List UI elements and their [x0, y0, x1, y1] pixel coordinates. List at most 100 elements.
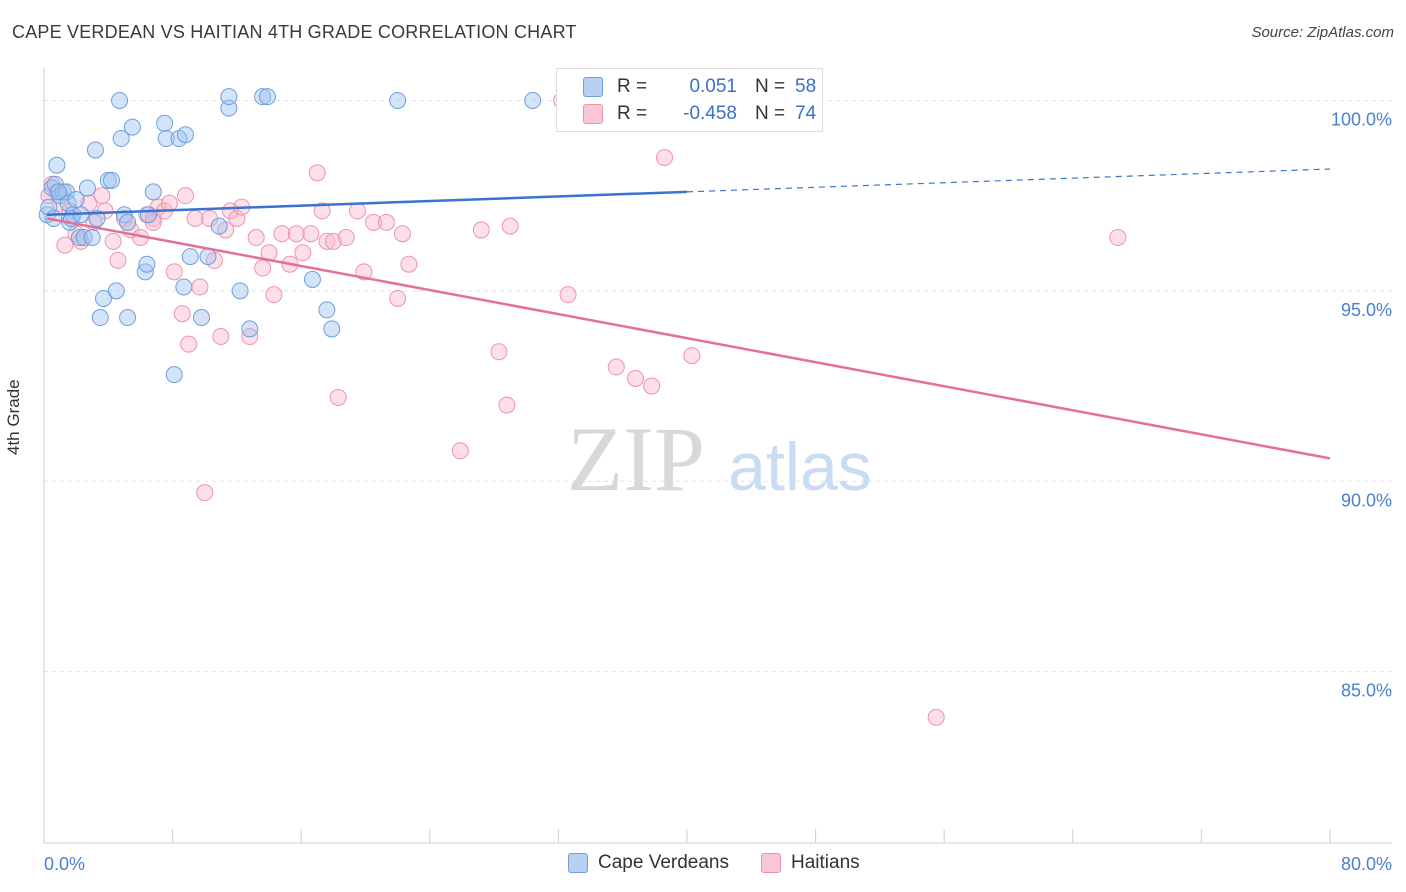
haitian-point	[498, 396, 516, 414]
haitian-point	[180, 335, 198, 353]
haitian-point	[559, 286, 577, 304]
cape-verdean-point	[48, 156, 66, 174]
haitian-point	[294, 244, 312, 262]
x-tick-label: 0.0%	[44, 854, 85, 874]
cape-verdean-point	[94, 289, 112, 307]
haitian-point	[191, 278, 209, 296]
r-value: 0.051	[689, 76, 737, 97]
haitian-point	[104, 232, 122, 250]
haitian-point	[683, 347, 701, 365]
n-value: 74	[795, 103, 817, 124]
cape-verdean-point	[389, 91, 407, 109]
cape-verdean-point	[107, 282, 125, 300]
haitian-point	[337, 229, 355, 247]
cape-verdean-point	[112, 130, 130, 148]
n-value: 58	[795, 76, 817, 97]
cape-verdean-point	[138, 255, 156, 273]
r-label: R =	[617, 103, 648, 124]
haitian-point	[165, 263, 183, 281]
cape-verdean-point	[318, 301, 336, 319]
haitians-swatch	[761, 853, 781, 873]
series-legend: Cape Verdeans Haitians	[568, 852, 892, 874]
legend-item-haitians[interactable]: Haitians	[761, 852, 860, 874]
haitian-point	[287, 225, 305, 243]
cape-verdean-point	[83, 229, 101, 247]
cape-verdean-point	[91, 309, 109, 327]
tick-labels: 100.0% 95.0% 90.0% 85.0% 0.0% 80.0%	[44, 109, 1392, 874]
n-label: N =	[755, 76, 786, 97]
haitian-point	[655, 149, 673, 167]
cape-verdean-point	[70, 229, 88, 247]
cape-verdean-point	[254, 88, 272, 106]
haitian-point	[1109, 229, 1127, 247]
haitian-point	[212, 328, 230, 346]
haitian-point	[173, 305, 191, 323]
watermark-atlas: atlas	[728, 429, 872, 505]
y-tick-label: 85.0%	[1341, 681, 1392, 701]
haitian-point	[247, 229, 265, 247]
cape-verdean-point	[303, 270, 321, 288]
haitian-point	[254, 259, 272, 277]
haitian-point	[308, 164, 326, 182]
r-value: -0.458	[683, 103, 737, 124]
haitian-point	[265, 286, 283, 304]
cape-verdean-point	[231, 282, 249, 300]
watermark: ZIP atlas	[567, 408, 872, 510]
haitian-point	[329, 388, 347, 406]
legend-item-cape-verdeans[interactable]: Cape Verdeans	[568, 852, 729, 874]
haitian-point	[313, 202, 331, 220]
legend-row-cape-verdeans: R = 0.051 N = 58	[557, 73, 816, 101]
y-tick-label: 90.0%	[1341, 490, 1392, 510]
cape-verdean-point	[193, 309, 211, 327]
haitian-point	[377, 213, 395, 231]
haitian-point	[196, 484, 214, 502]
haitians-trend-line	[46, 217, 1331, 460]
watermark-zip: ZIP	[567, 408, 705, 510]
haitians-points	[40, 91, 1127, 726]
haitian-point	[273, 225, 291, 243]
haitian-point	[302, 225, 320, 243]
trend-lines	[46, 168, 1331, 460]
cape-verdean-point	[86, 141, 104, 159]
haitian-point	[93, 187, 111, 205]
haitian-point	[318, 232, 336, 250]
haitian-point	[472, 221, 490, 239]
cape-verdean-point	[119, 309, 137, 327]
haitian-point	[365, 213, 383, 231]
n-label: N =	[755, 103, 786, 124]
cape-verdean-point	[111, 91, 129, 109]
cape-verdean-point	[144, 183, 162, 201]
haitians-swatch	[583, 104, 603, 124]
cape-verdean-point	[119, 213, 137, 231]
haitian-point	[607, 358, 625, 376]
cape-verdean-point	[156, 114, 174, 132]
haitian-point	[186, 210, 204, 228]
haitian-point	[393, 225, 411, 243]
cape-verdean-point	[49, 183, 67, 201]
cape-verdeans-swatch	[583, 77, 603, 97]
cape-verdean-point	[88, 210, 106, 228]
r-label: R =	[617, 76, 648, 97]
cape-verdeans-trend-line	[47, 190, 688, 216]
cape-verdean-point	[524, 91, 542, 109]
haitian-point	[324, 232, 342, 250]
axes	[43, 68, 1392, 844]
haitian-point	[501, 217, 519, 235]
chart-title: CAPE VERDEAN VS HAITIAN 4TH GRADE CORREL…	[12, 22, 577, 42]
cape-verdean-point	[123, 118, 141, 136]
haitian-point	[160, 194, 178, 212]
haitian-point	[400, 255, 418, 273]
haitian-point	[643, 377, 661, 395]
cape-verdean-point	[103, 171, 121, 189]
haitian-point	[176, 187, 194, 205]
haitian-point	[228, 210, 246, 228]
cape-verdean-point	[199, 248, 217, 266]
haitian-point	[109, 251, 127, 269]
cape-verdean-point	[175, 278, 193, 296]
cape-verdean-point	[323, 320, 341, 338]
source-label: Source: ZipAtlas.com	[1251, 24, 1394, 41]
haitian-point	[490, 343, 508, 361]
cape-verdeans-trend-extension	[686, 168, 1331, 193]
haitian-point	[451, 442, 469, 460]
